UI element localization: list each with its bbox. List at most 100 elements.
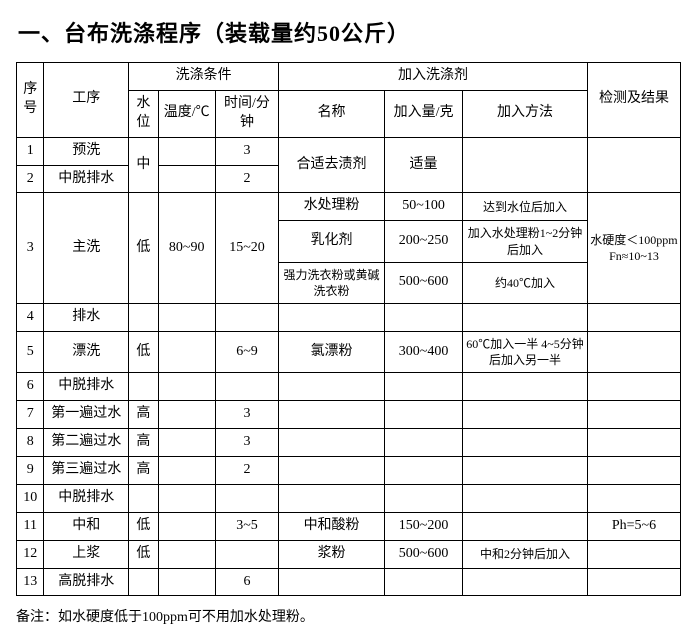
cell-seq: 3: [17, 193, 44, 304]
cell-temp: [158, 540, 215, 568]
cell-name: 强力洗衣粉或黄碱洗衣粉: [279, 262, 385, 303]
cell-method: [463, 373, 588, 401]
cell-amount: 300~400: [384, 331, 462, 372]
cell-name: [279, 401, 385, 429]
cell-result: [587, 137, 680, 193]
cell-temp: [158, 137, 215, 165]
cell-name: 中和酸粉: [279, 512, 385, 540]
cell-method: 中和2分钟后加入: [463, 540, 588, 568]
cell-amount: [384, 484, 462, 512]
table-row: 4 排水: [17, 304, 681, 332]
cell-proc: 第一遍过水: [44, 401, 129, 429]
cell-time: [215, 373, 278, 401]
cell-method: [463, 568, 588, 596]
cell-method: [463, 304, 588, 332]
header-row-1: 序号 工序 洗涤条件 加入洗涤剂 检测及结果: [17, 63, 681, 91]
th-seq: 序号: [17, 63, 44, 138]
cell-seq: 4: [17, 304, 44, 332]
table-row: 8 第二遍过水 高 3: [17, 429, 681, 457]
cell-seq: 6: [17, 373, 44, 401]
cell-time: 3: [215, 429, 278, 457]
cell-name: [279, 568, 385, 596]
cell-temp: [158, 484, 215, 512]
cell-proc: 排水: [44, 304, 129, 332]
th-result: 检测及结果: [587, 63, 680, 138]
cell-temp: [158, 331, 215, 372]
page-title: 一、台布洗涤程序（装载量约50公斤）: [18, 16, 681, 48]
cell-level: 高: [129, 401, 159, 429]
cell-level: 高: [129, 429, 159, 457]
cell-level: [129, 304, 159, 332]
cell-seq: 8: [17, 429, 44, 457]
table-row: 7 第一遍过水 高 3: [17, 401, 681, 429]
cell-name: 乳化剂: [279, 221, 385, 262]
cell-name: [279, 373, 385, 401]
cell-amount: [384, 373, 462, 401]
cell-proc: 上浆: [44, 540, 129, 568]
cell-level: [129, 373, 159, 401]
cell-amount: 500~600: [384, 262, 462, 303]
cell-proc: 高脱排水: [44, 568, 129, 596]
cell-amount: 适量: [384, 137, 462, 193]
cell-amount: [384, 568, 462, 596]
cell-amount: [384, 304, 462, 332]
table-row: 13 高脱排水 6: [17, 568, 681, 596]
cell-amount: [384, 429, 462, 457]
table-row: 5 漂洗 低 6~9 氯漂粉 300~400 60℃加入一半 4~5分钟后加入另…: [17, 331, 681, 372]
cell-temp: [158, 373, 215, 401]
cell-method: [463, 512, 588, 540]
table-row: 11 中和 低 3~5 中和酸粉 150~200 Ph=5~6: [17, 512, 681, 540]
cell-name: 水处理粉: [279, 193, 385, 221]
cell-time: 6~9: [215, 331, 278, 372]
table-row: 9 第三遍过水 高 2: [17, 457, 681, 485]
cell-amount: 150~200: [384, 512, 462, 540]
cell-name: [279, 304, 385, 332]
cell-temp: [158, 512, 215, 540]
cell-proc: 中脱排水: [44, 373, 129, 401]
cell-result: [587, 457, 680, 485]
cell-time: [215, 304, 278, 332]
cell-result: [587, 429, 680, 457]
cell-time: 15~20: [215, 193, 278, 304]
cell-temp: [158, 304, 215, 332]
th-method: 加入方法: [463, 90, 588, 137]
cell-time: [215, 484, 278, 512]
cell-time: 3~5: [215, 512, 278, 540]
cell-seq: 13: [17, 568, 44, 596]
cell-result: [587, 568, 680, 596]
cell-level: 高: [129, 457, 159, 485]
th-amount: 加入量/克: [384, 90, 462, 137]
cell-time: 3: [215, 137, 278, 165]
cell-proc: 预洗: [44, 137, 129, 165]
cell-proc: 中和: [44, 512, 129, 540]
cell-proc: 第三遍过水: [44, 457, 129, 485]
cell-method: [463, 429, 588, 457]
cell-proc: 中脱排水: [44, 484, 129, 512]
th-temp: 温度/℃: [158, 90, 215, 137]
cell-result: Ph=5~6: [587, 512, 680, 540]
cell-level: [129, 484, 159, 512]
table-row: 6 中脱排水: [17, 373, 681, 401]
table-row: 12 上浆 低 浆粉 500~600 中和2分钟后加入: [17, 540, 681, 568]
cell-amount: 200~250: [384, 221, 462, 262]
footnote: 备注：如水硬度低于100ppm可不用加水处理粉。: [16, 606, 681, 626]
cell-temp: [158, 401, 215, 429]
th-time: 时间/分钟: [215, 90, 278, 137]
cell-level: 低: [129, 512, 159, 540]
cell-proc: 漂洗: [44, 331, 129, 372]
cell-seq: 12: [17, 540, 44, 568]
cell-name: 氯漂粉: [279, 331, 385, 372]
cell-name: [279, 484, 385, 512]
washing-program-table: 序号 工序 洗涤条件 加入洗涤剂 检测及结果 水位 温度/℃ 时间/分钟 名称 …: [16, 62, 681, 596]
cell-method: [463, 484, 588, 512]
cell-level: [129, 568, 159, 596]
cell-seq: 9: [17, 457, 44, 485]
cell-result: 水硬度＜100ppm Fn≈10~13: [587, 193, 680, 304]
cell-name: 合适去渍剂: [279, 137, 385, 193]
cell-temp: [158, 457, 215, 485]
cell-method: [463, 401, 588, 429]
cell-time: [215, 540, 278, 568]
cell-method: 约40℃加入: [463, 262, 588, 303]
th-name: 名称: [279, 90, 385, 137]
table-row: 10 中脱排水: [17, 484, 681, 512]
